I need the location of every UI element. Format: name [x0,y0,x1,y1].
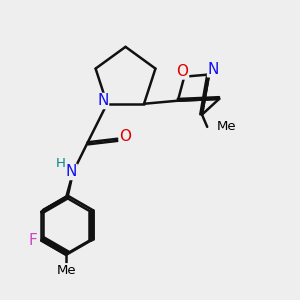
Text: N: N [97,94,109,109]
Text: F: F [28,233,37,248]
Text: H: H [56,157,66,170]
Text: O: O [119,130,131,145]
Text: O: O [176,64,188,79]
Text: N: N [208,62,219,77]
Text: Me: Me [217,120,237,134]
Text: Me: Me [56,264,76,277]
Text: N: N [66,164,77,179]
